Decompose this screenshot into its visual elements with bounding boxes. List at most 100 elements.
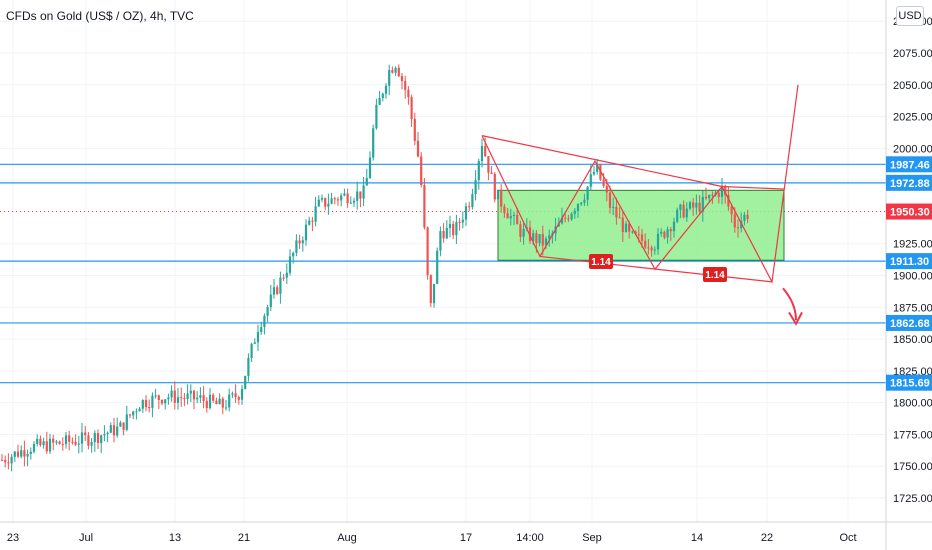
candle-body: [589, 174, 592, 187]
candle-body: [276, 287, 279, 294]
x-tick-label: 13: [169, 532, 181, 544]
candle-body: [372, 128, 375, 158]
candle-body: [404, 81, 407, 90]
candle-body: [208, 394, 212, 409]
candle-body: [436, 250, 439, 284]
candle-body: [432, 283, 436, 304]
candle-body: [68, 435, 71, 442]
x-tick-label: Aug: [337, 532, 357, 544]
candle-body: [416, 140, 420, 157]
candle-body: [36, 438, 39, 445]
candle-body: [320, 198, 324, 200]
candle-body: [196, 397, 199, 400]
candle-body: [253, 342, 256, 344]
candle-body: [288, 256, 292, 273]
level-price-tag: 1815.69: [890, 378, 930, 390]
candle-body: [352, 200, 356, 203]
x-tick-label: 22: [761, 532, 773, 544]
candle-body: [564, 217, 567, 219]
candle-body: [20, 450, 23, 457]
ratio-label-bg: [703, 267, 727, 282]
currency-button[interactable]: USD: [896, 6, 924, 26]
candle-body: [135, 411, 138, 413]
candle-body: [500, 189, 503, 207]
y-tick-label: 1850.00: [893, 334, 932, 346]
candle-body: [637, 234, 640, 236]
level-price-tag-bg: [886, 156, 932, 173]
candle-body: [327, 203, 330, 207]
candle-body: [468, 206, 471, 208]
candle-body: [573, 210, 576, 214]
candle-body: [378, 98, 381, 105]
candle-body: [535, 233, 538, 244]
level-price-tag: 1972.88: [890, 178, 930, 190]
candle-body: [365, 178, 368, 186]
candle-body: [586, 186, 589, 200]
candle-body: [362, 185, 365, 199]
candle-body: [202, 395, 205, 401]
candle-body: [570, 213, 573, 220]
candle-body: [176, 397, 180, 403]
candle-body: [628, 223, 631, 232]
candle-body: [221, 398, 224, 408]
candle-body: [74, 441, 77, 445]
candle-body: [368, 157, 372, 179]
candle-body: [151, 395, 154, 408]
candle-body: [644, 240, 647, 248]
candle-body: [234, 393, 237, 398]
candle-body: [122, 422, 125, 430]
candle-body: [695, 202, 698, 208]
candle-body: [474, 180, 477, 195]
candle-body: [724, 185, 727, 195]
candle-body: [506, 213, 509, 219]
candle-body: [0, 459, 4, 461]
candle-body: [231, 393, 234, 395]
candle-body: [624, 223, 628, 233]
price-axis: 1725.001750.001775.001800.001825.001850.…: [885, 0, 932, 550]
down-arrowhead: [788, 311, 803, 326]
candle-body: [343, 193, 346, 196]
candle-body: [250, 343, 253, 358]
y-tick-label: 1875.00: [893, 302, 932, 314]
candle-body: [39, 438, 42, 446]
candle-body: [400, 76, 404, 82]
candle-body: [452, 223, 455, 236]
candle-body: [80, 432, 84, 444]
candle-body: [16, 451, 20, 457]
candle-body: [410, 97, 413, 120]
candle-body: [269, 294, 272, 308]
candle-body: [439, 231, 442, 251]
candle-body: [349, 202, 352, 204]
candle-body: [26, 454, 29, 457]
candle-body: [192, 390, 196, 400]
candle-body: [157, 395, 160, 401]
candle-body: [240, 388, 244, 400]
candle-body: [295, 240, 298, 253]
candle-body: [52, 438, 55, 443]
candle-body: [87, 435, 90, 446]
candle-body: [128, 414, 132, 416]
candle-body: [647, 247, 650, 249]
candle-body: [298, 240, 301, 244]
candle-body: [407, 89, 410, 98]
candle-body: [272, 287, 276, 295]
candle-body: [669, 229, 672, 232]
level-price-tag: 1987.46: [890, 159, 930, 171]
candle-body: [186, 393, 189, 399]
candle-body: [660, 231, 663, 234]
candle-body: [304, 224, 308, 241]
candle-body: [48, 438, 52, 452]
candle-body: [205, 400, 208, 409]
candle-body: [228, 394, 231, 408]
candle-body: [692, 202, 695, 208]
candle-body: [346, 193, 349, 204]
candle-body: [618, 217, 621, 219]
level-price-tag-bg: [886, 253, 932, 270]
candle-body: [317, 199, 320, 207]
candle-body: [736, 227, 740, 229]
candle-body: [173, 390, 176, 403]
candle-body: [314, 206, 317, 222]
candle-body: [746, 214, 749, 219]
candle-body: [682, 204, 685, 218]
